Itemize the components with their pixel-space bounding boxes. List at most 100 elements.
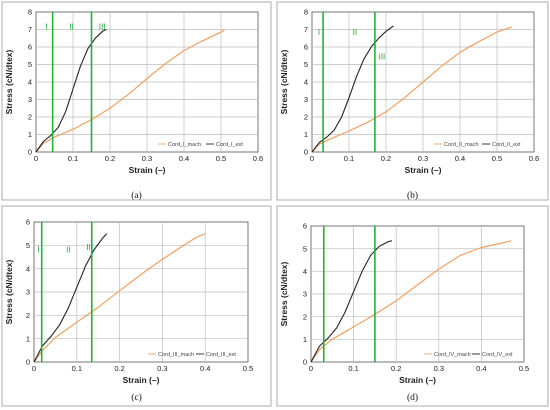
chart-panel-4: 0 0.1 0.2 0.3 0.4 0.5 0 1 2 3 4 5 6 Strain (–) Stress … (276, 205, 549, 407)
chart-panel-3: 0 0.1 0.2 0.3 0.4 0.5 0 1 2 3 4 5 6 Strain (–) Stress … (1, 205, 272, 407)
y-axis-title: Stress (cN/dtex) (279, 261, 289, 326)
x-tick-label: 0.2 (114, 364, 124, 373)
x-tick-label: 0 (310, 154, 314, 163)
x-tick-label: 0 (34, 154, 38, 163)
y-tick-label: 3 (304, 95, 308, 104)
y-tick-label: 4 (28, 78, 32, 87)
y-tick-label: 3 (303, 290, 307, 299)
y-tick-label: 4 (304, 78, 308, 87)
region-label: II (69, 23, 73, 32)
x-tick-label: 0.5 (519, 364, 529, 373)
y-tick-label: 3 (26, 288, 30, 297)
panel-tag-label: (c) (131, 392, 142, 403)
legend-label: Cord_III_mach (158, 352, 194, 358)
y-tick-label: 2 (26, 311, 30, 320)
y-tick-label: 5 (303, 244, 307, 253)
x-axis-title: Strain (–) (405, 165, 442, 175)
y-tick-label: 1 (26, 334, 30, 343)
y-tick-label: 6 (303, 222, 307, 231)
x-tick-label: 0 (32, 364, 36, 373)
y-tick-label: 7 (28, 25, 32, 34)
region-label: III (99, 23, 106, 32)
y-tick-label: 5 (26, 241, 30, 250)
region-label: I (318, 28, 320, 37)
x-tick-label: 0.4 (200, 364, 210, 373)
y-tick-label: 1 (303, 335, 307, 344)
y-tick-label: 1 (304, 130, 308, 139)
y-axis-title: Stress (cN/dtex) (4, 259, 14, 324)
y-tick-label: 0 (303, 358, 307, 367)
x-tick-label: 0.4 (179, 154, 189, 163)
y-tick-label: 1 (28, 130, 32, 139)
legend-label: Cord_I_ext (216, 142, 243, 148)
legend-label: Cord_II_ext (492, 142, 521, 148)
x-tick-label: 0.1 (344, 154, 354, 163)
x-axis-title: Strain (–) (129, 165, 166, 175)
y-tick-label: 5 (304, 60, 308, 69)
series-line-Cord_III_mach (33, 233, 206, 363)
y-tick-label: 2 (304, 113, 308, 122)
x-tick-label: 0.2 (381, 154, 391, 163)
region-label: I (45, 23, 47, 32)
y-tick-label: 8 (304, 8, 308, 17)
x-tick-label: 0.2 (105, 154, 115, 163)
legend-label: Cord_IV_ext (482, 352, 513, 358)
region-label: II (353, 28, 357, 37)
y-axis-title: Stress (cN/dtex) (4, 49, 14, 114)
x-tick-label: 0.1 (72, 364, 82, 373)
y-tick-label: 4 (26, 264, 30, 273)
x-tick-label: 0.5 (216, 154, 226, 163)
x-axis-title: Strain (–) (399, 375, 436, 385)
y-tick-label: 0 (26, 358, 30, 367)
x-tick-label: 0.5 (492, 154, 502, 163)
x-tick-label: 0.1 (348, 364, 358, 373)
panel-tag-label: (d) (407, 392, 418, 403)
x-tick-label: 0.3 (142, 154, 152, 163)
x-tick-label: 0.3 (157, 364, 167, 373)
series-line-Cord_III_ext (33, 233, 108, 363)
x-tick-label: 0.3 (418, 154, 428, 163)
legend-label: Cord_II_mach (444, 142, 479, 148)
y-tick-label: 6 (304, 43, 308, 52)
series-line-Cord_II_ext (311, 25, 394, 153)
series-line-Cord_II_mach (311, 26, 512, 153)
y-tick-label: 2 (303, 312, 307, 321)
y-tick-label: 0 (304, 148, 308, 157)
y-tick-label: 7 (304, 25, 308, 34)
series-line-Cord_I_mach (35, 29, 226, 153)
y-tick-label: 5 (28, 60, 32, 69)
x-tick-label: 0.4 (476, 364, 486, 373)
y-tick-label: 8 (28, 8, 32, 17)
y-tick-label: 0 (28, 148, 32, 157)
region-label: III (86, 243, 93, 252)
region-label: I (37, 245, 39, 254)
y-tick-label: 3 (28, 95, 32, 104)
y-tick-label: 6 (28, 43, 32, 52)
y-axis-title: Stress (cN/dtex) (279, 49, 289, 114)
region-label: III (379, 52, 386, 61)
panel-tag-label: (b) (407, 190, 418, 201)
chart-panel-2: 0 0.1 0.2 0.3 0.4 0.5 0.6 0 1 2 3 4 5 6 7 8 Strain (–) St… (276, 1, 549, 201)
x-tick-label: 0.5 (243, 364, 253, 373)
x-axis-title: Strain (–) (123, 375, 160, 385)
region-label: II (66, 245, 70, 254)
panel-tag-label: (a) (131, 190, 142, 201)
x-tick-label: 0.6 (529, 154, 539, 163)
x-tick-label: 0.2 (391, 364, 401, 373)
series-line-Cord_I_ext (35, 29, 107, 153)
series-line-Cord_IV_ext (310, 240, 393, 363)
series-line-Cord_IV_mach (310, 240, 512, 363)
legend-label: Cord_III_ext (206, 352, 236, 358)
legend-label: Cord_IV_mach (434, 352, 471, 358)
y-tick-label: 6 (26, 218, 30, 227)
x-tick-label: 0.4 (455, 154, 465, 163)
legend-label: Cord_I_mach (168, 142, 201, 148)
x-tick-label: 0 (309, 364, 313, 373)
y-tick-label: 2 (28, 113, 32, 122)
y-tick-label: 4 (303, 267, 307, 276)
x-tick-label: 0.6 (253, 154, 263, 163)
x-tick-label: 0.3 (434, 364, 444, 373)
x-tick-label: 0.1 (68, 154, 78, 163)
chart-panel-1: 0 0.1 0.2 0.3 0.4 0.5 0.6 0 1 2 3 4 5 6 7 8 Strain (–) St… (1, 1, 272, 201)
